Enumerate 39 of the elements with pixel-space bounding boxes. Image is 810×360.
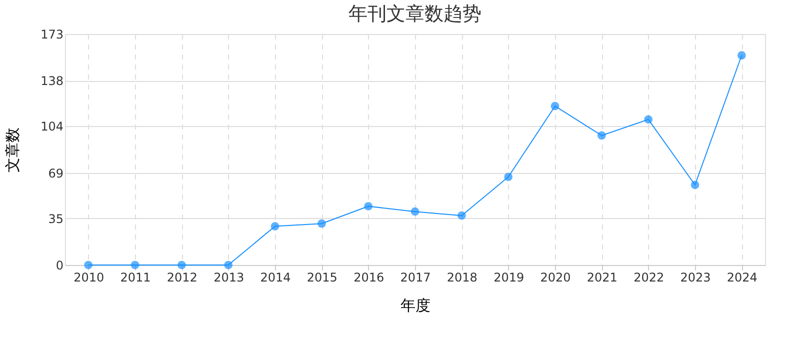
- x-tick-label: 2014: [260, 270, 291, 284]
- x-axis-title: 年度: [400, 296, 430, 314]
- point: [550, 102, 560, 110]
- x-tick-label: 2017: [400, 270, 431, 284]
- point: [597, 131, 606, 140]
- x-tick-label: 2023: [680, 270, 711, 284]
- x-tick-label: 2011: [120, 270, 151, 284]
- x-tick-label: 2021: [586, 270, 618, 284]
- x-tick-label: 2010: [74, 270, 104, 284]
- y-axis-title: 文章数: [4, 128, 22, 172]
- x-tick-label: 2020: [540, 270, 571, 284]
- y-tick-label: 138: [40, 74, 64, 88]
- point: [410, 207, 420, 216]
- point: [270, 222, 280, 230]
- point: [364, 202, 373, 210]
- x-tick-label: 2024: [726, 270, 758, 284]
- y-tick-label: 0: [56, 258, 64, 272]
- x-tick-label: 2022: [634, 270, 664, 284]
- x-tick-label: 2016: [354, 270, 384, 284]
- point: [457, 211, 466, 220]
- point: [130, 260, 140, 270]
- x-tick-label: 2015: [306, 270, 338, 284]
- point: [504, 172, 513, 182]
- x-tick-label: 2012: [166, 270, 198, 284]
- y-tick-label: 35: [48, 212, 64, 226]
- point: [317, 219, 326, 228]
- x-tick-label: 2019: [494, 270, 524, 284]
- chart-title: 年刊文章数趋势: [348, 3, 482, 25]
- point: [690, 180, 700, 190]
- point: [737, 51, 746, 60]
- x-tick-label: 2018: [446, 270, 478, 284]
- y-tick-label: 69: [48, 166, 64, 180]
- point: [84, 260, 93, 270]
- y-tick-label: 104: [40, 120, 64, 134]
- x-tick-label: 2013: [214, 270, 244, 284]
- y-tick-label: 173: [40, 28, 64, 42]
- point: [644, 115, 653, 124]
- point: [177, 260, 186, 270]
- point: [224, 260, 233, 270]
